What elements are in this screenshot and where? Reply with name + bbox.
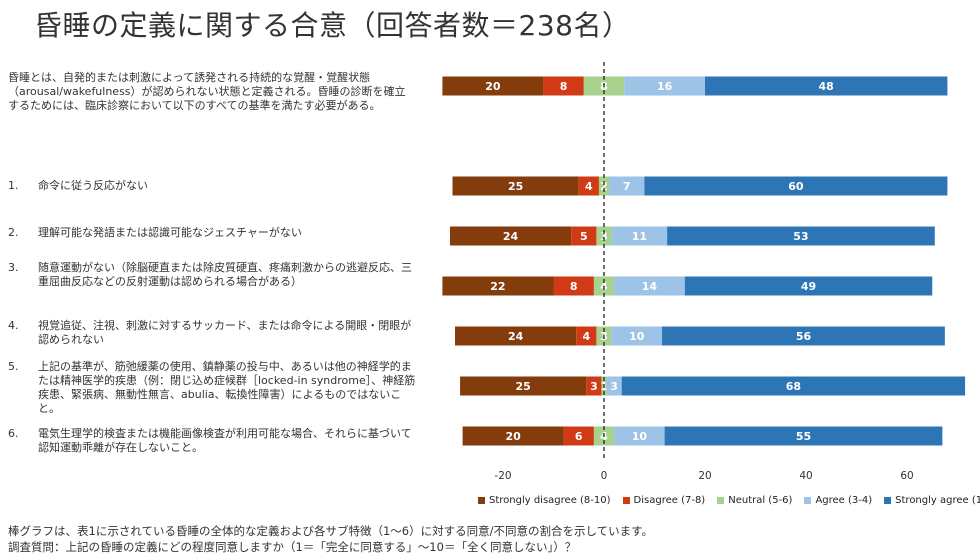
data-label: 11 — [632, 230, 647, 243]
diverging-bar-chart: 2088164825427602453115322841449244310562… — [442, 62, 966, 482]
bar-segment — [449, 226, 572, 246]
bar-segment — [578, 176, 599, 196]
bar-segment — [442, 76, 544, 96]
bar-segment — [571, 226, 597, 246]
data-label: 7 — [623, 180, 631, 193]
legend-label: Agree (3-4) — [815, 494, 873, 506]
bar-segment — [452, 176, 579, 196]
data-label: 25 — [516, 380, 531, 393]
bar-segment — [442, 276, 554, 296]
bar-segment — [705, 76, 948, 96]
bar-segment — [563, 426, 594, 446]
legend-swatch — [478, 496, 485, 504]
criterion-text: 随意運動がない（除脳硬直または除皮質硬直、疼痛刺激からの逃避反応、三重屈曲反応な… — [38, 261, 412, 288]
bar-segment — [621, 376, 966, 396]
data-label: 3 — [600, 230, 608, 243]
footer-notes: 棒グラフは、表1に示されている昏睡の全体的な定義および各サブ特徴（1〜6）に対す… — [8, 523, 653, 555]
bar-segment — [614, 426, 665, 446]
data-label: 2 — [600, 180, 608, 193]
bar-segment — [667, 226, 935, 246]
data-label: 8 — [560, 80, 568, 93]
data-label: 5 — [580, 230, 588, 243]
bar-segment — [611, 226, 668, 246]
legend-item: Disagree (7-8) — [622, 494, 706, 506]
data-label: 3 — [610, 380, 618, 393]
legend-item: Neutral (5-6) — [717, 495, 792, 506]
criterion-text: 電気生理学的検査または機能画像検査が利用可能な場合、それらに基づいて認知運動乖離… — [38, 427, 412, 454]
chart-caption: 棒グラフは、表1に示されている昏睡の全体的な定義および各サブ特徴（1〜6）に対す… — [8, 524, 653, 538]
criterion-text: 上記の基準が、筋弛緩薬の使用、鎮静薬の投与中、あるいは他の神経学的または精神医学… — [38, 360, 416, 415]
data-label: 55 — [796, 430, 811, 443]
criterion-number: 6. — [8, 427, 19, 440]
bar-segment — [609, 176, 645, 196]
criterion-text: 理解可能な発語または認識可能なジェスチャーがない — [38, 226, 302, 239]
bar-segment — [662, 326, 945, 346]
legend-label: Neutral (5-6) — [728, 494, 793, 506]
x-tick-label: 0 — [601, 470, 608, 482]
data-label: 49 — [801, 280, 816, 293]
bar-segment — [606, 376, 622, 396]
data-label: 6 — [575, 430, 583, 443]
bar-segment — [624, 76, 705, 96]
bar-segment — [586, 376, 602, 396]
legend-item: Agree (3-4) — [804, 495, 872, 506]
legend-item: Strongly disagree (8-10) — [478, 495, 611, 506]
data-label: 24 — [508, 330, 524, 343]
bar-segment — [462, 426, 564, 446]
data-label: 20 — [505, 430, 521, 443]
bar-segment — [455, 326, 577, 346]
bar-segment — [598, 176, 610, 196]
x-tick-label: 60 — [900, 470, 913, 482]
data-label: 60 — [788, 180, 804, 193]
legend-label: Strongly disagree (8-10) — [489, 494, 611, 506]
data-label: 68 — [786, 380, 801, 393]
chart-legend: Strongly disagree (8-10) Disagree (7-8) Ne… — [478, 493, 980, 507]
bar-segment — [596, 226, 612, 246]
criterion-number: 4. — [8, 319, 19, 332]
legend-label: Strongly agree (1-2) — [895, 494, 980, 506]
bar-segment — [664, 426, 943, 446]
coma-definition-text: 昏睡とは、自発的または刺激によって誘発される持続的な覚醒・覚醒状態（arousa… — [8, 71, 406, 112]
bar-segment — [684, 276, 933, 296]
data-label: 4 — [582, 330, 590, 343]
data-label: 10 — [629, 330, 645, 343]
legend-item: Strongly agree (1-2) — [884, 495, 980, 506]
bar-segment — [543, 76, 584, 96]
criterion-number: 5. — [8, 360, 19, 373]
data-label: 10 — [632, 430, 648, 443]
criterion-text: 視覚追従、注視、刺激に対するサッカード、または命令による開眼・閉眼が認められない — [38, 319, 412, 346]
data-label: 14 — [642, 280, 658, 293]
data-label: 22 — [490, 280, 505, 293]
x-tick-label: -20 — [494, 470, 511, 482]
data-label: 48 — [819, 80, 834, 93]
bar-segment — [644, 176, 948, 196]
bar-segment — [460, 376, 587, 396]
criterion-number: 2. — [8, 226, 19, 239]
bar-segment — [576, 326, 597, 346]
legend-swatch — [884, 496, 892, 504]
x-tick-label: 40 — [799, 470, 812, 482]
criterion-number: 1. — [8, 179, 19, 192]
criterion-number: 3. — [8, 261, 19, 274]
data-label: 53 — [793, 230, 808, 243]
data-label: 20 — [485, 80, 501, 93]
legend-swatch — [717, 496, 725, 504]
legend-swatch — [804, 496, 812, 504]
data-label: 3 — [590, 380, 598, 393]
bar-segment — [611, 326, 663, 346]
data-label: 24 — [503, 230, 519, 243]
data-label: 4 — [585, 180, 593, 193]
data-label: 56 — [796, 330, 812, 343]
x-tick-label: 20 — [698, 470, 711, 482]
page-title: 昏睡の定義に関する合意（回答者数＝238名） — [34, 9, 631, 42]
data-label: 25 — [508, 180, 523, 193]
bar-segment — [553, 276, 594, 296]
legend-label: Disagree (7-8) — [633, 494, 706, 506]
data-label: 16 — [657, 80, 673, 93]
legend-swatch — [622, 496, 630, 504]
data-label: 8 — [570, 280, 578, 293]
bar-segment — [614, 276, 685, 296]
survey-question: 調査質問：上記の昏睡の定義にどの程度同意しますか（1＝「完全に同意する」〜10＝… — [8, 540, 577, 554]
criterion-text: 命令に従う反応がない — [38, 179, 148, 192]
